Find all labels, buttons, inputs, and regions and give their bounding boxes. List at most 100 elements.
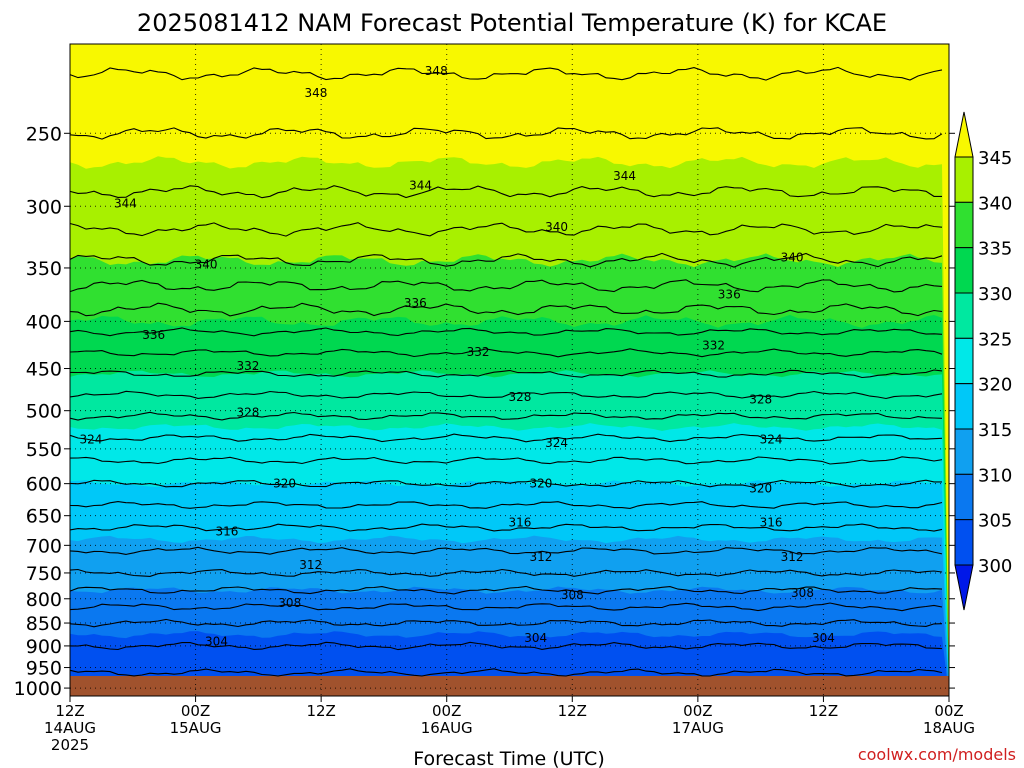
- contour-label: 316: [216, 524, 239, 538]
- y-tick-label: 400: [26, 311, 62, 333]
- x-tick-label: 12Z: [558, 702, 587, 720]
- colorbar-min-arrow: [954, 564, 974, 611]
- contour-line-332: [69, 348, 943, 358]
- colorbar-swatch: [954, 519, 974, 566]
- colorbar-label: 305: [978, 511, 1012, 532]
- contour-line-306: [69, 618, 943, 628]
- chart-title: 2025081412 NAM Forecast Potential Temper…: [137, 9, 887, 37]
- contour-line-334: [69, 327, 943, 337]
- colorbar-swatch: [954, 292, 974, 339]
- contour-line-348: [69, 66, 943, 81]
- contour-line-320: [69, 479, 942, 488]
- contour-label: 316: [760, 515, 783, 529]
- contour-label: 332: [702, 339, 725, 353]
- colorbar-label: 310: [978, 465, 1012, 486]
- contour-line-322: [69, 456, 943, 465]
- ground-surface-bar: [70, 676, 949, 696]
- credit-text: coolwx.com/models: [858, 745, 1016, 764]
- y-tick-label: 850: [26, 613, 62, 635]
- plot-frame: [69, 43, 950, 697]
- y-tick-label: 1000: [14, 678, 62, 700]
- y-tick-label: 600: [26, 474, 62, 496]
- contour-label: 332: [467, 345, 490, 359]
- y-tick-label: 750: [26, 563, 62, 585]
- contour-label: 336: [142, 328, 165, 342]
- y-tick-label: 300: [26, 196, 62, 218]
- contour-label: 304: [205, 634, 228, 648]
- contour-labels: 348 348 344 344 344 340 340 340 336 336 336 332 332 3…: [79, 64, 834, 648]
- contour-label: 344: [613, 169, 636, 183]
- contour-label: 348: [304, 86, 327, 100]
- y-axis: 2503003504004505005506006507007508008509…: [14, 123, 955, 700]
- contour-label: 324: [79, 432, 102, 446]
- theta-fill-bands: [70, 44, 949, 696]
- contour-line-318: [69, 501, 943, 509]
- colorbar-swatch: [954, 337, 974, 385]
- colorbar-swatch: [954, 428, 974, 475]
- colorbar-label: 320: [978, 375, 1012, 396]
- x-tick-label: 15AUG: [170, 719, 222, 737]
- colorbar-label: 315: [978, 420, 1012, 441]
- contour-label: 320: [529, 477, 552, 491]
- contour-label: 340: [781, 251, 804, 265]
- contour-label: 304: [524, 631, 547, 645]
- contour-label: 344: [114, 197, 137, 211]
- colorbar-swatch: [954, 201, 974, 249]
- contour-label: 308: [561, 588, 584, 602]
- contour-label: 316: [509, 515, 532, 529]
- contour-label: 332: [236, 359, 259, 373]
- contour-line-304: [69, 641, 943, 651]
- contour-label: 324: [760, 432, 783, 446]
- contour-label: 340: [545, 220, 568, 234]
- contour-label: 312: [781, 550, 804, 564]
- contour-label: 304: [812, 631, 835, 645]
- y-tick-label: 950: [26, 658, 62, 680]
- contour-line-330: [69, 369, 943, 379]
- y-tick-label: 250: [26, 123, 62, 145]
- y-tick-label: 650: [26, 506, 62, 528]
- contour-line-328: [69, 390, 943, 400]
- colorbar-label: 345: [978, 148, 1012, 169]
- contour-label: 308: [278, 596, 301, 610]
- contour-label: 336: [404, 296, 427, 310]
- contour-label: 312: [529, 550, 552, 564]
- y-tick-label: 800: [26, 589, 62, 611]
- colorbar-label: 300: [978, 556, 1012, 577]
- contour-label: 328: [509, 390, 532, 404]
- y-tick-label: 450: [26, 359, 62, 381]
- contour-label: 320: [273, 477, 296, 491]
- contour-label: 348: [425, 64, 448, 78]
- contour-label: 308: [791, 586, 814, 600]
- contour-line-344: [69, 185, 942, 199]
- contour-label: 344: [409, 179, 432, 193]
- contour-line-326: [69, 411, 943, 421]
- y-tick-label: 500: [26, 401, 62, 423]
- contour-label: 340: [195, 258, 218, 272]
- colorbar-swatch: [954, 156, 974, 203]
- contour-line-316: [69, 523, 943, 532]
- contour-line-312: [69, 568, 943, 577]
- contour-line-346: [69, 127, 943, 140]
- contour-line-338: [69, 279, 943, 293]
- contour-label: 320: [749, 481, 772, 495]
- x-tick-label: 00Z: [934, 702, 963, 720]
- contour-line-314: [69, 546, 943, 555]
- x-tick-label: 2025: [51, 736, 89, 754]
- y-tick-label: 550: [26, 439, 62, 461]
- y-tick-label: 900: [26, 636, 62, 658]
- y-tick-label: 700: [26, 535, 62, 557]
- contour-line-308: [69, 602, 943, 612]
- colorbar-swatch: [954, 247, 974, 294]
- contour-label: 336: [718, 287, 741, 301]
- y-tick-label: 350: [26, 258, 62, 280]
- x-tick-label: 12Z: [306, 702, 335, 720]
- colorbar-swatch: [954, 473, 974, 521]
- contour-line-342: [69, 222, 943, 237]
- colorbar-label: 325: [978, 329, 1012, 350]
- contour-line-310: [69, 585, 943, 595]
- x-tick-label: 18AUG: [923, 719, 975, 737]
- contour-label: 324: [545, 436, 568, 450]
- x-tick-label: 16AUG: [421, 719, 473, 737]
- contour-line-340: [69, 252, 943, 268]
